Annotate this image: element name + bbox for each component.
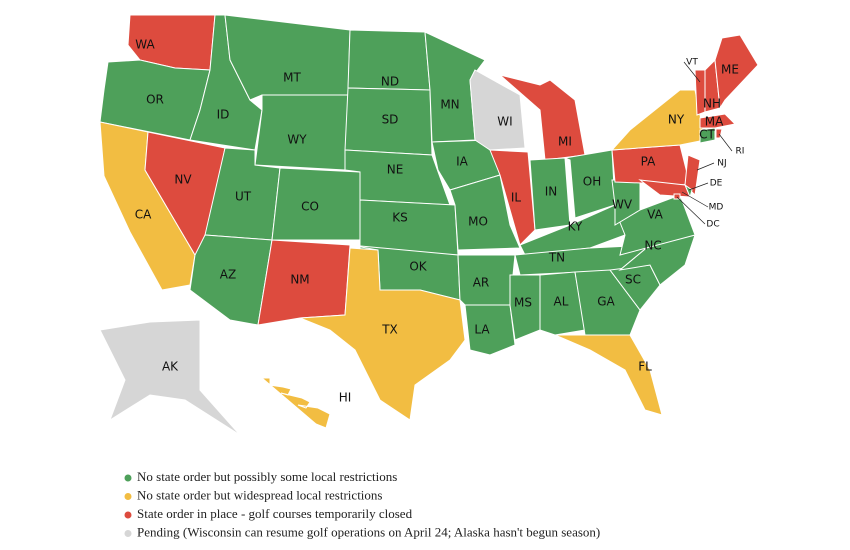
- state-label: MN: [440, 98, 459, 112]
- state-label: FL: [638, 360, 652, 374]
- state-label: NE: [387, 163, 404, 177]
- state-shape: [509, 274, 541, 341]
- state-label: AZ: [220, 268, 236, 282]
- legend-dot: [124, 530, 132, 537]
- state-shape: [673, 193, 681, 200]
- legend-label: Pending (Wisconsin can resume golf opera…: [137, 524, 600, 539]
- state-label: TX: [381, 323, 398, 337]
- state-label: IN: [545, 185, 558, 199]
- state-label: MI: [558, 135, 572, 149]
- state-label: MT: [283, 71, 301, 85]
- state-label: ND: [381, 75, 399, 89]
- state-shape: [539, 271, 586, 336]
- legend-label: No state order but widespread local rest…: [137, 487, 382, 502]
- state-label: MO: [468, 215, 488, 229]
- legend-dot: [124, 493, 132, 500]
- state-shape: [99, 319, 241, 436]
- state-label: NM: [290, 273, 309, 287]
- state-label: AL: [554, 295, 569, 309]
- legend-dot: [124, 511, 132, 519]
- state-shape: [699, 127, 716, 144]
- state-label: DE: [710, 179, 723, 189]
- leader-line: [681, 191, 709, 208]
- state-shape: [299, 247, 466, 421]
- state-label: HI: [339, 391, 352, 405]
- state-label: MD: [709, 203, 724, 213]
- legend-label: No state order but possibly some local r…: [137, 469, 397, 484]
- state-shape: [684, 154, 701, 197]
- legend-dot: [124, 474, 132, 482]
- leader-line: [683, 61, 701, 83]
- state-shape: [610, 89, 706, 151]
- state-label: OH: [583, 175, 601, 189]
- state-shape: [554, 334, 663, 416]
- state-label: DC: [706, 220, 719, 230]
- state-label: OR: [146, 93, 164, 107]
- state-label: KS: [392, 211, 408, 225]
- state-shape: [344, 149, 451, 206]
- state-label: OK: [409, 260, 427, 274]
- leader-line: [696, 162, 715, 171]
- state-label: RI: [736, 147, 745, 157]
- state-label: VT: [686, 58, 698, 68]
- state-label: PA: [641, 155, 656, 169]
- state-label: NH: [703, 97, 721, 111]
- legend-label: State order in place - golf courses temp…: [137, 506, 413, 521]
- state-label: AR: [473, 276, 490, 290]
- state-label: CA: [135, 208, 152, 222]
- state-shape: [699, 113, 737, 129]
- state-shape: [574, 269, 641, 336]
- state-label: ME: [721, 63, 739, 77]
- state-shape: [260, 377, 331, 429]
- state-label: SD: [382, 113, 399, 127]
- state-label: MA: [705, 115, 724, 129]
- state-label: AK: [162, 360, 179, 374]
- state-shape: [464, 304, 516, 356]
- state-label: WI: [497, 115, 512, 129]
- state-label: WY: [287, 133, 307, 147]
- state-label: WV: [612, 198, 633, 212]
- state-shape: [489, 149, 536, 246]
- state-label: WA: [135, 38, 155, 52]
- state-label: CO: [301, 200, 319, 214]
- state-shape: [499, 74, 586, 161]
- state-shape: [359, 199, 459, 256]
- state-label: MS: [514, 296, 532, 310]
- leader-line: [688, 182, 709, 191]
- leader-line: [676, 196, 706, 225]
- state-shape: [224, 14, 351, 101]
- state-label: KY: [568, 220, 583, 234]
- leader-line: [718, 133, 733, 152]
- state-label: IA: [456, 155, 469, 169]
- state-shape: [254, 94, 349, 171]
- state-label: VA: [647, 208, 663, 222]
- state-label: NC: [644, 239, 661, 253]
- state-label: NY: [668, 113, 685, 127]
- state-label: NV: [174, 173, 192, 187]
- state-shape: [714, 34, 759, 110]
- state-label: IL: [511, 191, 522, 205]
- state-label: GA: [597, 295, 615, 309]
- state-label: CT: [699, 128, 715, 142]
- state-shape: [563, 149, 616, 219]
- state-label: LA: [474, 323, 490, 337]
- state-label: TN: [548, 251, 565, 265]
- state-label: NJ: [717, 159, 726, 169]
- state-label: SC: [625, 273, 641, 287]
- state-label: UT: [235, 190, 252, 204]
- state-label: ID: [217, 108, 230, 122]
